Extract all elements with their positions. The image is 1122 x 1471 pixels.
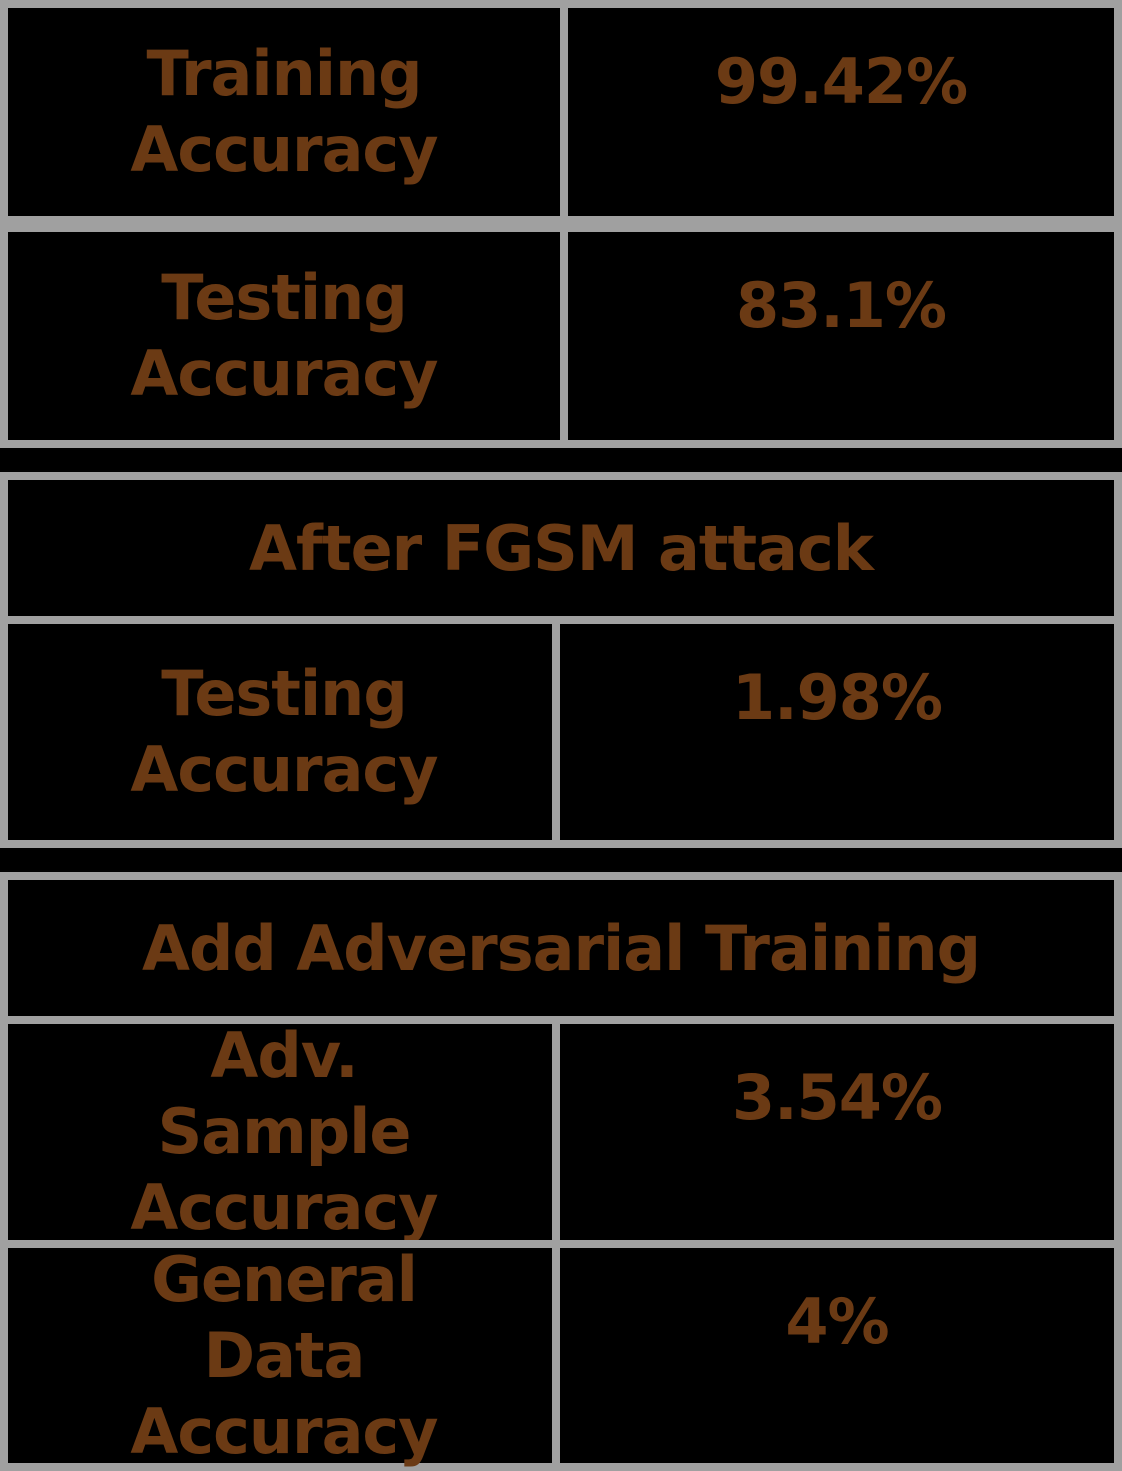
adv-sample-accuracy-value: 3.54% bbox=[731, 1061, 943, 1134]
fgsm-attack-header: After FGSM attack bbox=[249, 511, 874, 585]
table-header-cell: Add Adversarial Training bbox=[0, 872, 1122, 1024]
table-cell-label: Adv. Sample Accuracy bbox=[0, 1016, 568, 1248]
general-data-accuracy-label: General Data Accuracy bbox=[130, 1242, 438, 1468]
fgsm-testing-accuracy-value: 1.98% bbox=[731, 661, 943, 734]
table-cell-label: Training Accuracy bbox=[0, 0, 568, 224]
table-cell-value: 3.54% bbox=[552, 1016, 1122, 1248]
training-accuracy-value: 99.42% bbox=[714, 45, 968, 118]
adv-sample-accuracy-label: Adv. Sample Accuracy bbox=[130, 1019, 438, 1244]
fgsm-testing-accuracy-label: Testing Accuracy bbox=[130, 657, 438, 806]
testing-accuracy-value: 83.1% bbox=[735, 269, 947, 342]
table-cell-value: 99.42% bbox=[560, 0, 1122, 224]
table-cell-value: 1.98% bbox=[552, 616, 1122, 848]
table-cell-value: 83.1% bbox=[560, 224, 1122, 448]
table-cell-value: 4% bbox=[552, 1240, 1122, 1471]
table-header-cell: After FGSM attack bbox=[0, 472, 1122, 624]
testing-accuracy-label: Testing Accuracy bbox=[130, 261, 438, 410]
training-accuracy-label: Training Accuracy bbox=[130, 37, 438, 186]
general-data-accuracy-value: 4% bbox=[785, 1285, 889, 1358]
table-cell-label: General Data Accuracy bbox=[0, 1240, 568, 1471]
table-cell-label: Testing Accuracy bbox=[0, 224, 568, 448]
table-cell-label: Testing Accuracy bbox=[0, 616, 568, 848]
adversarial-training-header: Add Adversarial Training bbox=[141, 911, 981, 985]
